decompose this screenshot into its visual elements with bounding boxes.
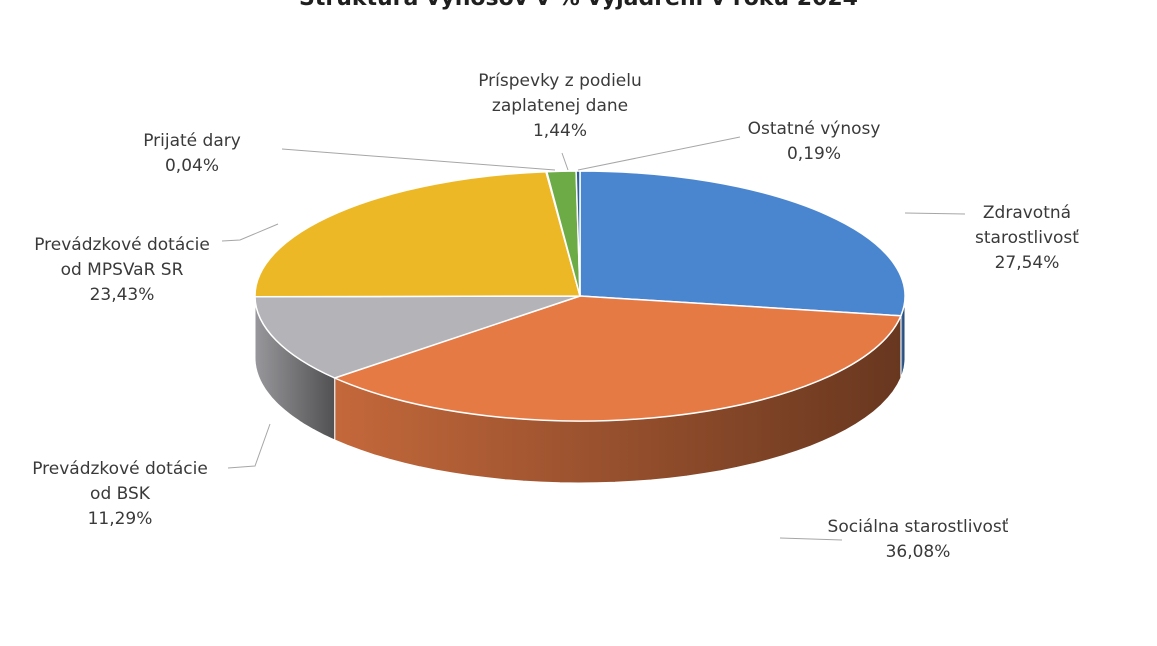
pie-slice [254, 170, 581, 298]
data-label-name: Prevádzkové dotácie [34, 235, 210, 255]
data-label: Zdravotná starostlivosť 27,54% [975, 203, 1079, 273]
data-label-name: Sociálna starostlivosť [828, 517, 1009, 537]
data-label: Ostatné výnosy 0,19% [748, 119, 881, 164]
data-label-name: od BSK [90, 484, 151, 504]
data-label-value: 36,08% [886, 542, 951, 562]
data-label-name: Príspevky z podielu [478, 71, 642, 91]
data-label-name: od MPSVaR SR [61, 260, 184, 280]
pie-slice [332, 295, 903, 422]
leader-line [281, 148, 556, 171]
pie-top [254, 170, 906, 422]
data-label-value: 11,29% [88, 509, 153, 529]
data-label-value: 27,54% [995, 253, 1060, 273]
data-label: Sociálna starostlivosť 36,08% [828, 517, 1009, 562]
leader-line [561, 152, 569, 171]
leader-line [577, 136, 741, 171]
data-label-name: zaplatenej dane [492, 96, 628, 116]
chart-title: Štruktúra výnosov v % vyjadrení v roku 2… [0, 0, 1157, 11]
pie-slice [579, 170, 906, 317]
leader-line [221, 223, 279, 242]
data-label-name: Prijaté dary [143, 131, 241, 151]
leader-line [904, 212, 966, 215]
pie-slice [575, 170, 581, 297]
leader-line [779, 537, 843, 541]
leader-line [227, 423, 271, 469]
data-label-value: 0,19% [787, 144, 841, 164]
data-label-value: 1,44% [533, 121, 587, 141]
data-label-name: Ostatné výnosy [748, 119, 881, 139]
data-label: Prevádzkové dotácie od BSK 11,29% [32, 459, 208, 529]
data-label-name: Zdravotná [983, 203, 1071, 223]
data-label-value: 23,43% [90, 285, 155, 305]
data-label-name: Prevádzkové dotácie [32, 459, 208, 479]
data-label: Prevádzkové dotácie od MPSVaR SR 23,43% [34, 235, 210, 305]
data-label-value: 0,04% [165, 156, 219, 176]
data-labels: Zdravotná starostlivosť 27,54% Sociálna sta… [32, 71, 1079, 562]
data-label: Príspevky z podielu zaplatenej dane 1,44% [478, 71, 642, 141]
data-label-name: starostlivosť [975, 228, 1079, 248]
pie-slice [254, 295, 581, 379]
data-label: Prijaté dary 0,04% [143, 131, 241, 176]
